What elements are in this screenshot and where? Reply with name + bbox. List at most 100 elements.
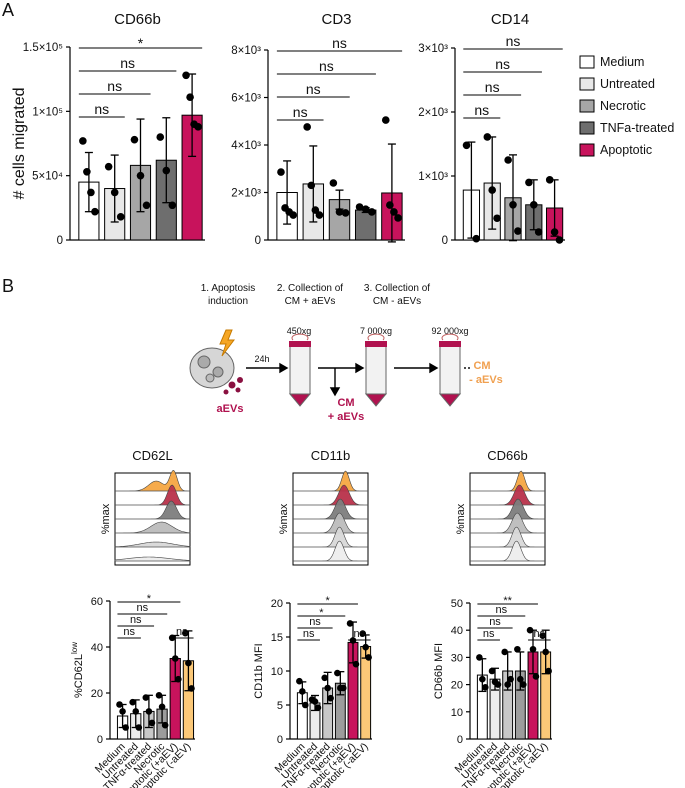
data-point [526,626,534,634]
y-tick-label: 1×10³ [418,171,448,183]
y-tick-label: 20 [91,688,103,700]
data-point [479,675,486,683]
y-tick-label: 60 [91,596,103,608]
y-tick-label: 20 [271,598,283,610]
step-label: CM + aEVs [285,296,336,307]
data-point [493,214,501,223]
aev-label: aEVs [217,403,244,415]
data-point [352,660,360,668]
significance-label: * [138,35,144,51]
data-point [299,688,306,695]
y-axis-label: %CD62Llow [70,642,85,698]
histogram-curve [114,541,191,548]
legend-swatch [579,99,595,113]
legend-label: TNFa-treated [600,121,674,135]
significance-label: ns [94,101,109,117]
significance-label: ns [130,614,142,626]
data-point [362,643,369,651]
data-point [507,675,514,683]
data-point [156,133,165,141]
legend-label: Necrotic [600,99,646,113]
step-label: CM - aEVs [373,296,421,307]
data-point [476,654,483,661]
data-point [519,681,527,688]
significance-label: ns [354,628,366,640]
y-tick-label: 8×10³ [231,45,261,57]
data-point [481,684,489,691]
significance-label: * [319,607,324,619]
y-tick-label: 2×10³ [231,188,261,200]
workflow-diagram: 1. Apoptosis induction 2. Collection of … [189,283,503,423]
data-point [532,673,540,680]
data-point [488,186,497,194]
cm-minus-label: - aEVs [469,374,503,386]
data-point [329,179,338,187]
data-point [530,201,538,209]
panel-label: B [2,276,14,296]
data-point [550,228,559,236]
data-point [185,659,192,667]
y-tick-label: 1.5×10⁵ [23,42,63,54]
data-point [494,681,502,688]
data-point [303,123,311,131]
data-point [142,201,151,210]
data-point [321,674,329,682]
y-tick-label: 0 [442,235,448,247]
data-point [161,721,169,729]
significance-label: ns [120,55,135,71]
data-point [296,677,303,685]
significance-label: ns [485,79,500,95]
data-point [79,137,87,145]
significance-label: ns [506,33,521,49]
data-point [104,162,113,171]
histogram-curve [293,470,368,492]
significance-label: ** [503,595,512,607]
y-tick-label: 0 [457,734,463,746]
histogram-curve [470,470,545,492]
data-point [315,211,324,219]
y-axis-label-text: CD66b MFI [433,643,445,699]
data-point [462,141,471,150]
cm-plus-label: + aEVs [328,411,364,423]
chart-title: CD14 [491,11,529,28]
legend-label: Apoptotic [600,143,652,157]
y-tick-label: 0 [57,235,63,247]
y-axis-label: CD11b MFI [253,643,265,698]
legend-swatch [579,143,595,157]
data-point [182,629,189,637]
data-point [277,168,285,176]
significance-label: ns [176,626,188,638]
data-point [87,188,95,197]
data-point [514,227,522,235]
significance-label: * [326,595,331,607]
data-point [365,654,372,661]
data-point [142,694,150,701]
significance-label: ns [309,616,321,628]
chart-title: CD3 [321,11,351,28]
histogram-ylabel: %max [100,503,112,534]
data-point [539,632,547,639]
data-point [314,704,322,712]
step-label: 1. Apoptosis [201,283,255,294]
histogram-ylabel: %max [455,503,467,534]
data-point [155,692,163,699]
data-point [136,171,145,180]
histogram-curve [293,498,368,520]
data-point [394,214,402,222]
data-point [148,719,156,727]
y-axis-label: CD66b MFI [433,643,445,699]
y-tick-label: 20 [451,680,463,692]
y-axis-label-text: # cells migrated [11,87,28,199]
data-point [186,93,194,101]
histogram-ylabel: %max [278,503,290,534]
data-point [301,701,309,709]
data-point [504,681,511,688]
histogram-curve [114,556,191,562]
data-point [171,655,179,662]
y-tick-label: 2×10³ [418,107,448,119]
y-axis-label-text: CD11b MFI [253,643,265,698]
chart-title: CD66b [114,11,161,28]
data-point [542,648,549,656]
significance-label: ns [306,81,321,97]
